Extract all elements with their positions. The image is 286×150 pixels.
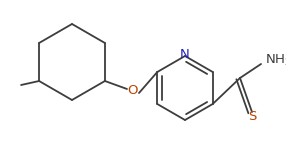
Text: NH$_2$: NH$_2$ xyxy=(265,52,286,68)
Text: N: N xyxy=(180,48,190,60)
Text: O: O xyxy=(128,84,138,98)
Text: S: S xyxy=(248,111,256,123)
